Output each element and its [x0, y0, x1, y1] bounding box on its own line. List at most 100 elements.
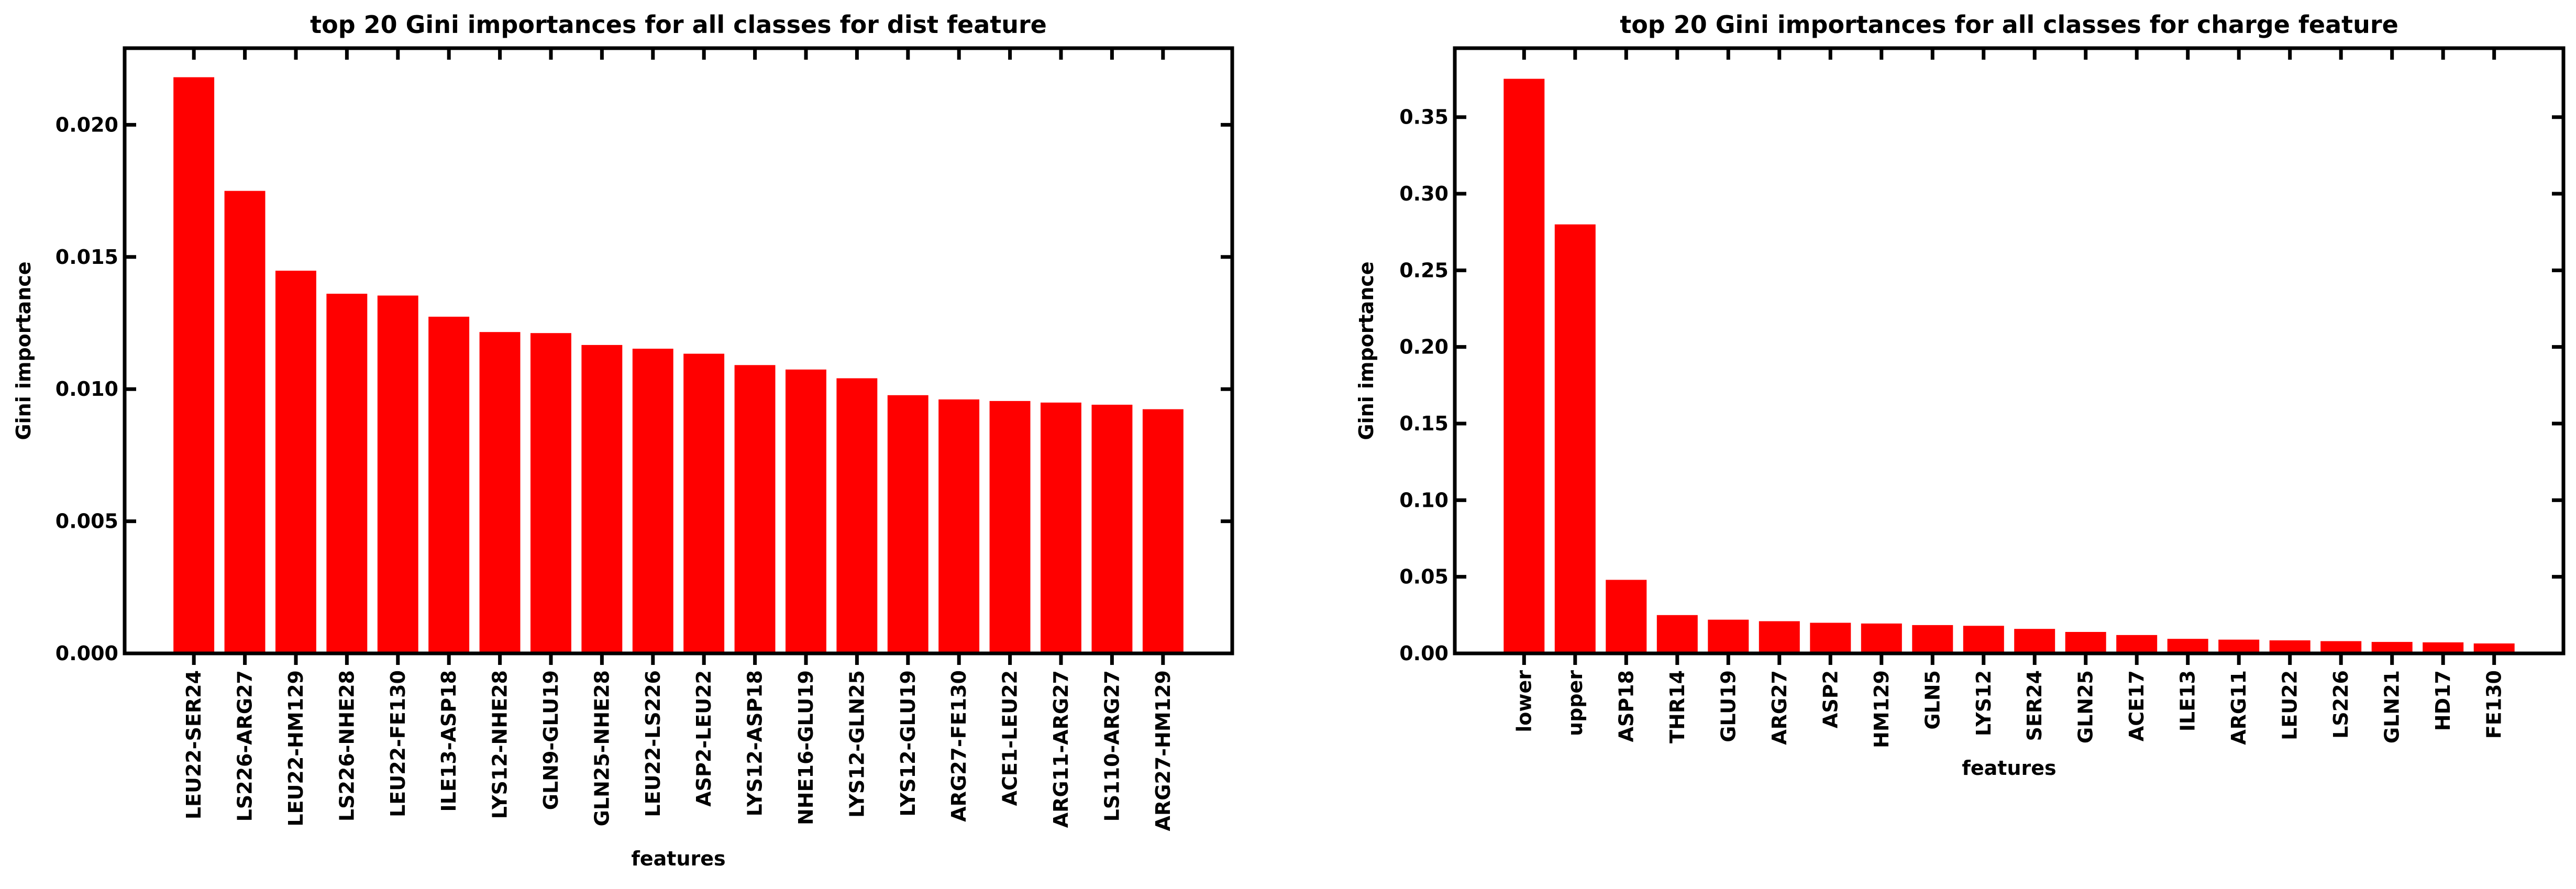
x-tick-label-asp2: ASP2: [1819, 670, 1842, 728]
x-tick-label-lys12: LYS12: [1972, 670, 1995, 736]
y-tick-label: 0.000: [56, 642, 118, 665]
bar-lys12: [1963, 626, 2004, 653]
x-tick-label-ile13: ILE13: [2176, 670, 2199, 731]
y-tick-label: 0.15: [1399, 412, 1449, 435]
y-tick-label: 0.015: [56, 246, 118, 269]
x-tick-label-lys12-asp18: LYS12-ASP18: [744, 670, 767, 816]
x-tick-label-ace17: ACE17: [2125, 670, 2148, 741]
y-tick-label: 0.20: [1399, 336, 1449, 359]
bar-lys12-nhe28: [479, 332, 521, 653]
bar-upper: [1554, 224, 1596, 654]
y-tick-label: 0.25: [1399, 259, 1449, 282]
x-tick-label-gln9-glu19: GLN9-GLU19: [539, 670, 562, 810]
x-axis-label: features: [1962, 757, 2056, 780]
bar-lys12-asp18: [734, 365, 776, 653]
y-tick-label: 0.30: [1399, 182, 1449, 205]
x-tick-label-leu22-ser24: LEU22-SER24: [182, 670, 205, 819]
bar-arg27: [1759, 621, 1800, 653]
x-axis-label: features: [631, 847, 725, 870]
x-tick-label-asp2-leu22: ASP2-LEU22: [692, 670, 715, 807]
y-tick-label: 0.10: [1399, 488, 1449, 512]
bar-gln25-nhe28: [581, 345, 623, 653]
bar-arg11-arg27: [1041, 402, 1081, 653]
x-tick-label-arg27-fe130: ARG27-FE130: [947, 670, 970, 822]
x-tick-label-lys12-gln25: LYS12-GLN25: [845, 670, 868, 818]
axes-frame: [123, 46, 1234, 655]
bar-ile13-asp18: [428, 316, 470, 653]
bar-asp18: [1606, 580, 1647, 653]
bar-ls226-arg27: [224, 191, 266, 654]
x-tick-label-lys12-glu19: LYS12-GLU19: [897, 670, 920, 817]
bar-ser24: [2014, 629, 2055, 653]
bar-thr14: [1656, 615, 1698, 653]
bar-ace1-leu22: [989, 401, 1031, 653]
bar-leu22-hm129: [275, 271, 316, 653]
bar-leu22-ser24: [173, 77, 215, 653]
x-tick-label-asp18: ASP18: [1615, 670, 1638, 742]
x-tick-label-arg27-hm129: ARG27-HM129: [1152, 670, 1175, 831]
x-tick-label-arg11: ARG11: [2227, 670, 2250, 745]
axes-frame: [1453, 46, 2566, 655]
x-tick-label-lower: lower: [1512, 670, 1535, 732]
x-tick-label-leu22-fe130: LEU22-FE130: [386, 670, 410, 817]
x-tick-label-ls226: LS226: [2329, 670, 2352, 739]
bar-gln5: [1912, 625, 1953, 653]
x-tick-label-gln5: GLN5: [1921, 670, 1944, 730]
bar-nhe16-glu19: [786, 369, 826, 653]
bar-ace17: [2116, 635, 2158, 653]
x-tick-label-arg11-arg27: ARG11-ARG27: [1049, 670, 1073, 828]
bar-ile13: [2167, 639, 2208, 653]
chart-title: top 20 Gini importances for all classes …: [1620, 10, 2398, 39]
x-tick-label-glu19: GLU19: [1717, 670, 1740, 742]
bar-arg11: [2218, 639, 2260, 653]
bar-leu22-fe130: [377, 295, 418, 653]
y-tick-label: 0.005: [56, 510, 118, 533]
x-tick-label-gln21: GLN21: [2381, 670, 2404, 743]
x-tick-label-ls110-arg27: LS110-ARG27: [1100, 670, 1123, 821]
x-tick-label-ace1-leu22: ACE1-LEU22: [999, 670, 1022, 806]
bar-gln25: [2065, 632, 2106, 653]
x-tick-label-hd17: HD17: [2431, 670, 2455, 731]
x-tick-label-lys12-nhe28: LYS12-NHE28: [489, 670, 512, 819]
bar-hd17: [2423, 642, 2464, 653]
x-tick-label-hm129: HM129: [1870, 670, 1893, 748]
y-tick-label: 0.05: [1399, 565, 1449, 588]
x-tick-label-ile13-asp18: ILE13-ASP18: [437, 670, 460, 812]
bar-ls110-arg27: [1091, 405, 1133, 653]
y-axis-label: Gini importance: [12, 261, 35, 440]
bar-gln9-glu19: [530, 333, 571, 653]
x-tick-label-thr14: THR14: [1666, 670, 1689, 743]
y-tick-label: 0.020: [56, 113, 118, 136]
y-axis-label: Gini importance: [1355, 261, 1378, 440]
bar-arg27-fe130: [938, 399, 980, 653]
bar-ls226: [2320, 641, 2362, 653]
bar-ls226-nhe28: [326, 294, 368, 653]
chart-title: top 20 Gini importances for all classes …: [310, 10, 1047, 39]
chart-panel-dist: 0.000 0.005 0.010 0.015 0.020 LEU22-SER24 LS22…: [12, 10, 1234, 870]
bar-lys12-glu19: [887, 395, 928, 653]
bar-gln21: [2371, 642, 2413, 653]
bar-asp2-leu22: [683, 353, 725, 653]
x-tick-label-ls226-nhe28: LS226-NHE28: [335, 670, 358, 821]
x-tick-label-leu22-ls226: LEU22-LS226: [642, 670, 665, 817]
x-tick-label-leu22: LEU22: [2279, 670, 2302, 740]
bar-leu22-ls226: [632, 349, 673, 653]
bar-lower: [1503, 79, 1545, 653]
bar-leu22: [2269, 640, 2310, 653]
x-tick-label-ls226-arg27: LS226-ARG27: [234, 670, 257, 821]
x-tick-label-arg27: ARG27: [1768, 670, 1791, 745]
y-tick-label: 0.010: [56, 377, 118, 401]
y-tick-label: 0.00: [1399, 642, 1449, 665]
bar-lys12-gln25: [836, 378, 878, 653]
x-tick-label-gln25: GLN25: [2074, 670, 2097, 743]
x-tick-label-gln25-nhe28: GLN25-NHE28: [590, 670, 613, 826]
bar-asp2: [1810, 623, 1851, 653]
y-tick-label: 0.35: [1399, 106, 1449, 129]
bar-arg27-hm129: [1142, 409, 1184, 653]
x-tick-label-ser24: SER24: [2023, 670, 2046, 741]
x-tick-label-upper: upper: [1564, 670, 1587, 736]
chart-panel-charge: 0.00 0.05 0.10 0.15 0.20 0.25 0.30 0.35 lower upp…: [1355, 10, 2566, 780]
bar-hm129: [1861, 623, 1902, 653]
bar-fe130: [2473, 643, 2515, 653]
